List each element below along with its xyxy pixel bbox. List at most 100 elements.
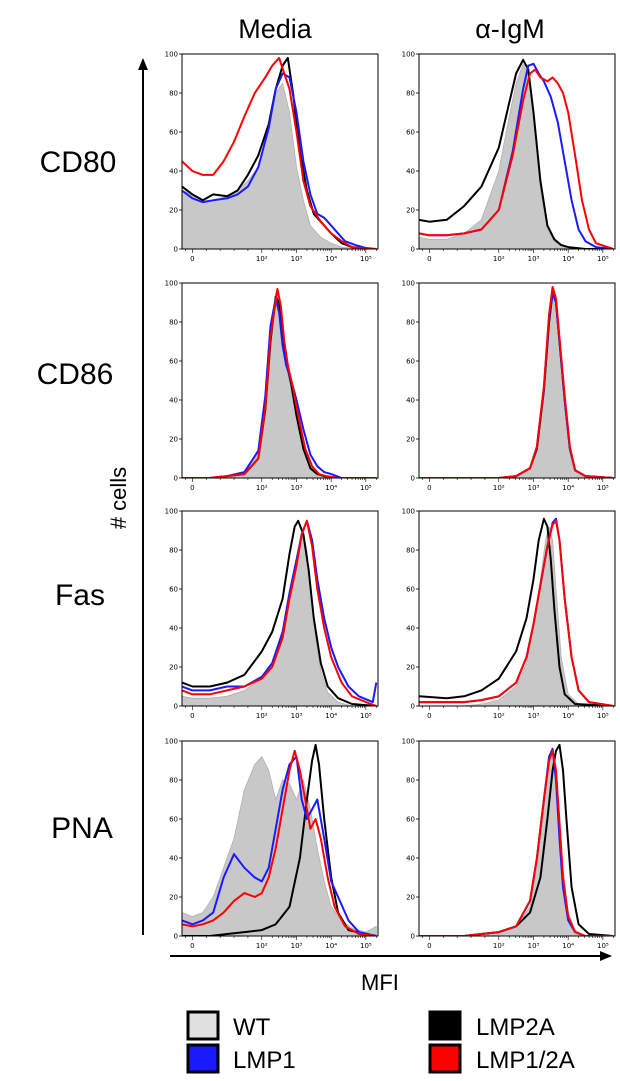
panel-fas-media-ytick-label-100: 100 xyxy=(165,508,178,516)
panel-cd86-media-frame xyxy=(181,282,379,479)
panel-cd80-anti-igm-frame xyxy=(418,53,616,250)
panel-pna-media-ytick-label-0: 0 xyxy=(174,933,178,941)
panel-cd86-anti-igm-frame xyxy=(418,282,616,479)
panel-cd86-anti-igm-series-wt xyxy=(419,290,614,478)
panel-fas-media-ytick-label-60: 60 xyxy=(169,586,178,594)
panel-cd80-media-xtick-label-4: 10⁵ xyxy=(360,255,372,263)
panel-pna-anti-igm: 0 20 40 60 80 100 0 10² 10³ 10⁴ 10⁵ xyxy=(402,738,616,950)
panel-cd80-media-frame xyxy=(181,53,379,250)
panel-fas-anti-igm-xtick-label-0: 0 xyxy=(427,712,431,720)
panel-cd86-media-ytick-label-100: 100 xyxy=(165,280,178,288)
panel-pna-anti-igm-xtick-label-1: 10² xyxy=(493,942,505,950)
panel-fas-media-ytick-label-40: 40 xyxy=(169,625,178,633)
panel-fas-anti-igm-ytick-label-0: 0 xyxy=(411,703,415,711)
panel-cd86-anti-igm-xtick-label-3: 10⁴ xyxy=(562,484,574,492)
panel-cd80-media-ytick-label-100: 100 xyxy=(165,51,178,59)
panel-pna-media-series-wt xyxy=(182,755,377,936)
panel-pna-media-series-lmp1 xyxy=(182,755,377,936)
panel-pna-anti-igm-series-wt xyxy=(419,750,614,936)
panel-fas-anti-igm-ytick-label-20: 20 xyxy=(406,664,415,672)
panel-cd80-media-ytick-label-40: 40 xyxy=(169,168,178,176)
legend-item-wt: WT xyxy=(186,1010,271,1041)
panel-fas-anti-igm-plot xyxy=(419,517,614,706)
panel-fas-media-ytick-label-20: 20 xyxy=(169,664,178,672)
panel-fas-anti-igm-ytick-label-100: 100 xyxy=(402,508,415,516)
panel-cd86-anti-igm-xtick-label-4: 10⁵ xyxy=(597,484,609,492)
panel-fas-media-xtick-label-3: 10⁴ xyxy=(325,712,337,720)
panel-cd86-anti-igm-ytick-label-20: 20 xyxy=(406,436,415,444)
panel-pna-anti-igm-series-lmp1-2a xyxy=(419,749,614,936)
panel-pna-media-frame xyxy=(181,740,379,937)
panel-pna-anti-igm-ytick-label-20: 20 xyxy=(406,894,415,902)
panel-cd86-media-xtick-label-3: 10⁴ xyxy=(325,484,337,492)
panel-cd80-anti-igm-plot xyxy=(419,58,614,249)
panel-pna-media-xtick-label-1: 10² xyxy=(256,942,268,950)
panel-cd80-anti-igm-xtick-label-2: 10³ xyxy=(528,255,540,263)
panel-pna-media-plot xyxy=(182,743,377,936)
panel-cd80-anti-igm-ytick-label-40: 40 xyxy=(406,168,415,176)
panel-cd86-anti-igm-xtick-label-2: 10³ xyxy=(528,484,540,492)
panel-fas-anti-igm-ytick-label-40: 40 xyxy=(406,625,415,633)
panel-cd80-media-xtick-label-3: 10⁴ xyxy=(325,255,337,263)
panel-pna-media-ytick-label-20: 20 xyxy=(169,894,178,902)
histogram-panels: 0 20 40 60 80 100 0 10² 10³ 10⁴ 10⁵ 0 20 40 60 80 100 0 10… xyxy=(165,51,616,950)
panel-pna-anti-igm-series-lmp1 xyxy=(419,747,614,936)
row-label-cd80: CD80 xyxy=(40,146,117,179)
panel-cd86-media-ytick-label-0: 0 xyxy=(174,475,178,483)
legend-swatch-lmp1 xyxy=(186,1043,220,1074)
panel-pna-anti-igm-ytick-label-100: 100 xyxy=(402,738,415,746)
panel-cd80-anti-igm-ytick-label-80: 80 xyxy=(406,90,415,98)
panel-pna-media-ytick-label-100: 100 xyxy=(165,738,178,746)
panel-fas-anti-igm-series-lmp1 xyxy=(419,517,614,706)
panel-fas-anti-igm-xtick-label-1: 10² xyxy=(493,712,505,720)
panel-fas-media-frame xyxy=(181,510,379,707)
row-label-fas: Fas xyxy=(55,579,105,612)
panel-cd86-media-ytick-label-80: 80 xyxy=(169,319,178,327)
panel-cd86-media-xtick-label-0: 0 xyxy=(190,484,194,492)
row-label-cd86: CD86 xyxy=(37,358,114,391)
panel-pna-media-ytick-label-80: 80 xyxy=(169,777,178,785)
panel-cd80-anti-igm-xtick-label-3: 10⁴ xyxy=(562,255,574,263)
panel-fas-anti-igm-ytick-label-60: 60 xyxy=(406,586,415,594)
panel-fas-anti-igm-ytick-label-80: 80 xyxy=(406,547,415,555)
panel-cd86-media-ytick-label-60: 60 xyxy=(169,358,178,366)
legend: WT LMP1 LMP2A LMP1/2A xyxy=(186,1010,575,1074)
panel-cd86-anti-igm-ytick-label-100: 100 xyxy=(402,280,415,288)
panel-cd80-anti-igm-xtick-label-4: 10⁵ xyxy=(597,255,609,263)
panel-cd86-anti-igm-ytick-label-80: 80 xyxy=(406,319,415,327)
y-axis-label: # cells xyxy=(106,467,131,529)
panel-pna-media-ytick-label-60: 60 xyxy=(169,816,178,824)
panel-cd86-media-plot xyxy=(182,287,377,478)
panel-cd86-media: 0 20 40 60 80 100 0 10² 10³ 10⁴ 10⁵ xyxy=(165,280,379,492)
panel-cd80-media-xtick-label-1: 10² xyxy=(256,255,268,263)
panel-cd86-anti-igm: 0 20 40 60 80 100 0 10² 10³ 10⁴ 10⁵ xyxy=(402,280,616,492)
panel-cd80-anti-igm-xtick-label-1: 10² xyxy=(493,255,505,263)
panel-cd86-media-series-lmp1-2a xyxy=(182,287,377,478)
panel-fas-anti-igm-xtick-label-4: 10⁵ xyxy=(597,712,609,720)
panel-cd86-media-xtick-label-4: 10⁵ xyxy=(360,484,372,492)
panel-cd80-anti-igm-ytick-label-100: 100 xyxy=(402,51,415,59)
panel-fas-media: 0 20 40 60 80 100 0 10² 10³ 10⁴ 10⁵ xyxy=(165,508,379,720)
panel-fas-anti-igm-frame xyxy=(418,510,616,707)
panel-cd80-media-ytick-label-80: 80 xyxy=(169,90,178,98)
panel-pna-anti-igm-xtick-label-2: 10³ xyxy=(528,942,540,950)
panel-cd80-anti-igm-series-wt xyxy=(419,62,614,249)
panel-fas-media-series-lmp1-2a xyxy=(182,519,377,706)
panel-fas-media-xtick-label-0: 0 xyxy=(190,712,194,720)
panel-cd80-anti-igm-ytick-label-20: 20 xyxy=(406,207,415,215)
panel-cd80-anti-igm-xtick-label-0: 0 xyxy=(427,255,431,263)
panel-cd80-anti-igm-ytick-label-0: 0 xyxy=(411,246,415,254)
panel-fas-anti-igm-series-lmp1-2a xyxy=(419,519,614,706)
panel-pna-anti-igm-frame xyxy=(418,740,616,937)
panel-cd80-anti-igm: 0 20 40 60 80 100 0 10² 10³ 10⁴ 10⁵ xyxy=(402,51,616,263)
panel-fas-media-xtick-label-1: 10² xyxy=(256,712,268,720)
panel-pna-media-xtick-label-2: 10³ xyxy=(291,942,303,950)
panel-cd80-media-plot xyxy=(182,56,377,249)
panel-cd80-media-series-lmp1-2a xyxy=(182,56,377,249)
panel-fas-media-xtick-label-2: 10³ xyxy=(291,712,303,720)
panel-pna-media-series-lmp1-2a xyxy=(182,749,377,936)
panel-cd80-media-ytick-label-0: 0 xyxy=(174,246,178,254)
panel-pna-media-xtick-label-3: 10⁴ xyxy=(325,942,337,950)
panel-pna-anti-igm-series-lmp2a xyxy=(419,743,614,936)
panel-cd86-anti-igm-plot xyxy=(419,285,614,478)
